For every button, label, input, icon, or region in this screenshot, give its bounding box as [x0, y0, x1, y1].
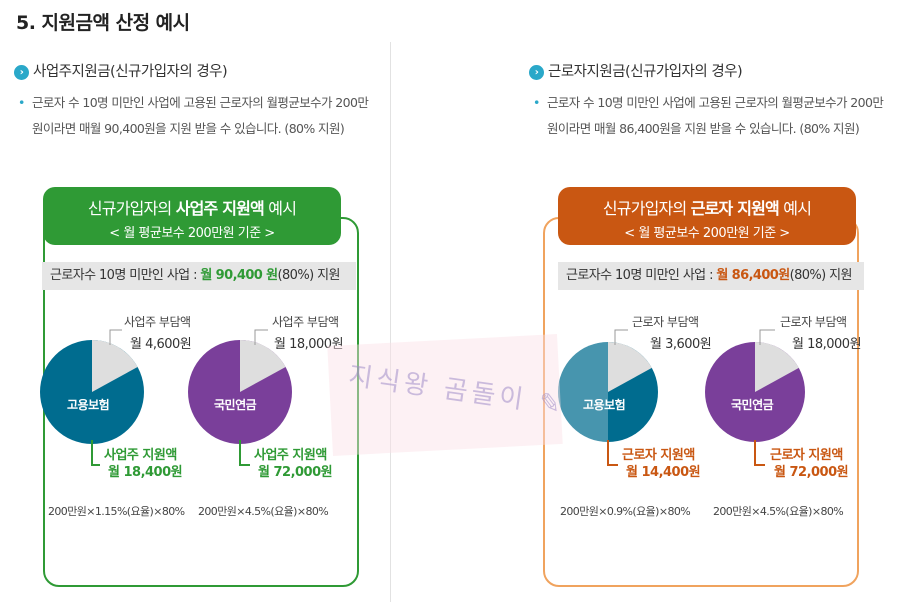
bullet-icon: • [533, 95, 540, 110]
employer-heading: › 사업주지원금(신규가입자의 경우) [14, 60, 228, 81]
worker-heading: › 근로자지원금(신규가입자의 경우) [529, 60, 743, 81]
burden-amount: 월 4,600원 [130, 337, 192, 352]
pie-name: 국민연금 [214, 398, 257, 412]
worker-description: • 근로자 수 10명 미만인 사업에 고용된 근로자의 월평균보수가 200만원… [533, 90, 893, 142]
connector-line [91, 440, 100, 466]
formula: 200만원×4.5%(요율)×80% [713, 505, 844, 518]
pie-burden-slice [240, 340, 286, 392]
support-label: 근로자 지원액 [622, 448, 695, 463]
pie-name: 고용보험 [67, 398, 110, 412]
employer-description: • 근로자 수 10명 미만인 사업에 고용된 근로자의 월평균보수가 200만원… [18, 90, 378, 142]
pie-burden-slice [92, 340, 138, 392]
support-amount: 월 72,000원 [258, 465, 333, 480]
burden-label: 근로자 부담액 [780, 315, 847, 329]
burden-label: 사업주 부담액 [124, 315, 191, 329]
bullet-icon: • [18, 95, 25, 110]
formula: 200만원×4.5%(요율)×80% [198, 505, 329, 518]
support-amount: 월 14,400원 [626, 465, 701, 480]
burden-amount: 월 3,600원 [650, 337, 712, 352]
employer-summary-strip: 근로자수 10명 미만인 사업 : 월 90,400 원(80%) 지원 [42, 262, 356, 290]
formula: 200만원×0.9%(요율)×80% [560, 505, 691, 518]
connector-line [254, 329, 268, 345]
support-amount: 월 18,400원 [108, 465, 183, 480]
burden-amount: 월 18,000원 [792, 337, 862, 352]
column-divider [390, 42, 391, 602]
pie-name: 국민연금 [731, 398, 774, 412]
chevron-right-icon: › [14, 65, 29, 80]
connector-line [754, 440, 765, 466]
worker-banner: 신규가입자의 근로자 지원액 예시 < 월 평균보수 200만원 기준 > [558, 187, 856, 245]
connector-line [607, 440, 618, 466]
chevron-right-icon: › [529, 65, 544, 80]
support-label: 사업주 지원액 [104, 448, 177, 463]
burden-amount: 월 18,000원 [274, 337, 344, 352]
formula: 200만원×1.15%(요율)×80% [48, 505, 185, 518]
connector-line [614, 329, 628, 345]
support-label: 근로자 지원액 [770, 448, 843, 463]
support-label: 사업주 지원액 [254, 448, 327, 463]
pie-burden-slice [608, 342, 652, 392]
connector-line [759, 329, 775, 345]
page-title: 5. 지원금액 산정 예시 [16, 12, 190, 34]
burden-label: 근로자 부담액 [632, 315, 699, 329]
pie-name: 고용보험 [583, 398, 626, 412]
employer-banner: 신규가입자의 사업주 지원액 예시 < 월 평균보수 200만원 기준 > [43, 187, 341, 245]
support-amount: 월 72,000원 [774, 465, 849, 480]
connector-line [109, 329, 122, 345]
worker-summary-strip: 근로자수 10명 미만인 사업 : 월 86,400원(80%) 지원 [558, 262, 864, 290]
pie-burden-slice [755, 342, 799, 392]
connector-line [239, 440, 250, 466]
burden-label: 사업주 부담액 [272, 315, 339, 329]
pie-overlay [558, 342, 608, 442]
